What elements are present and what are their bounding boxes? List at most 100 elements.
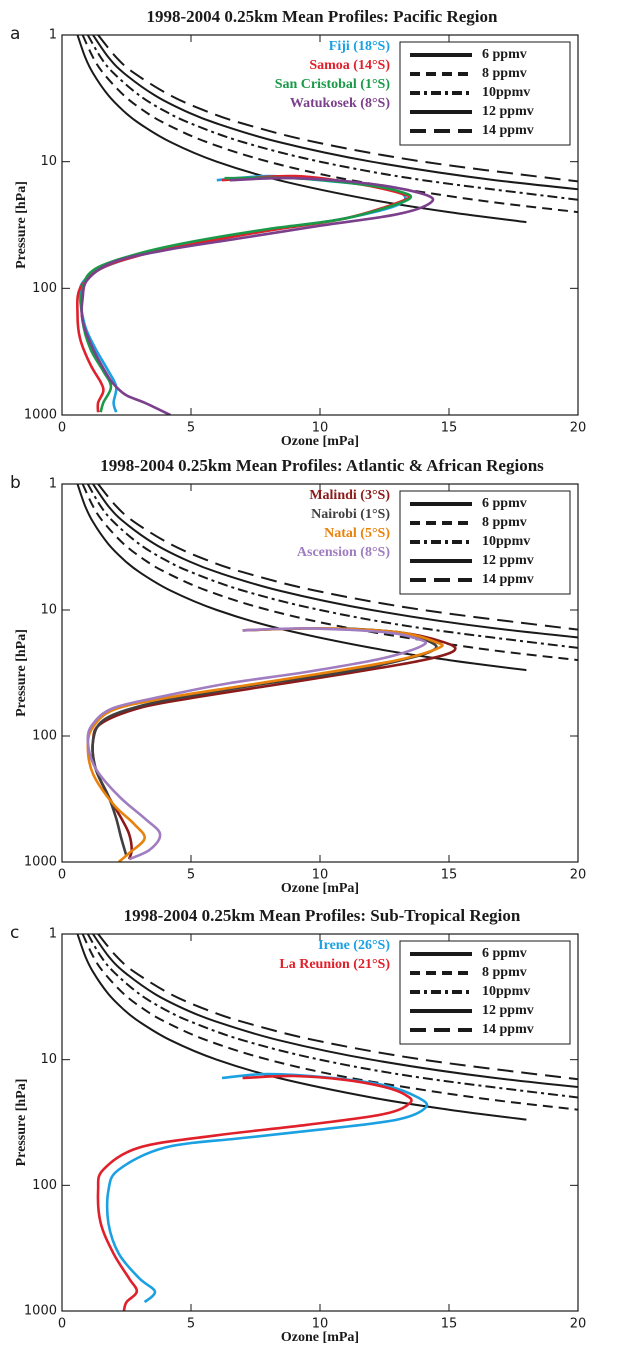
y-tick-label: 100 xyxy=(32,1178,57,1193)
legend-label: Watukosek (8°S) xyxy=(290,96,390,111)
legend-label: Fiji (18°S) xyxy=(329,39,391,54)
y-tick-label: 1 xyxy=(49,28,57,43)
profile-line xyxy=(105,1072,429,1304)
isopleth-line xyxy=(76,484,527,672)
isopleth-line xyxy=(97,934,578,1081)
isopleth-line xyxy=(86,934,578,1099)
panel-label: c xyxy=(10,923,19,943)
legend-label: Samoa (14°S) xyxy=(309,58,390,73)
chart-panel: 1998-2004 0.25km Mean Profiles: Pacific … xyxy=(10,7,587,449)
profile-line xyxy=(86,627,444,862)
panel-label: b xyxy=(10,473,21,493)
legend-label: San Cristobal (1°S) xyxy=(275,77,391,92)
legend-box xyxy=(399,940,571,1045)
isopleth-line xyxy=(97,35,578,183)
y-tick-label: 10 xyxy=(40,154,57,169)
isopleth-line xyxy=(81,934,578,1111)
x-tick-label: 0 xyxy=(58,1317,66,1332)
y-tick-label: 1 xyxy=(49,927,57,942)
profile-line xyxy=(80,176,435,415)
legend-label: 10ppmv xyxy=(482,85,530,100)
x-tick-label: 15 xyxy=(441,1317,458,1332)
isopleth-line xyxy=(76,934,527,1121)
profile-line xyxy=(91,627,457,860)
plot-frame xyxy=(61,34,579,416)
isopleth-line xyxy=(81,484,578,662)
y-axis-label: Pressure [hPa] xyxy=(14,629,29,717)
plot-frame xyxy=(61,933,579,1312)
profile-line xyxy=(86,627,428,861)
profile-line xyxy=(78,174,407,413)
profile-line xyxy=(91,627,438,857)
isopleth-line xyxy=(92,484,578,639)
profile-line xyxy=(75,174,412,413)
isopleth-line xyxy=(81,35,578,214)
legend-label: 14 ppmv xyxy=(482,123,534,138)
x-tick-label: 5 xyxy=(187,421,195,436)
y-tick-label: 1000 xyxy=(24,855,57,870)
legend-label: Natal (5°S) xyxy=(324,526,390,541)
y-tick-label: 100 xyxy=(32,281,57,296)
legend-label: 14 ppmv xyxy=(482,1022,534,1037)
legend-label: 14 ppmv xyxy=(482,572,534,587)
legend-label: 8 ppmv xyxy=(482,965,527,980)
x-tick-label: 20 xyxy=(570,1317,587,1332)
panel-label: a xyxy=(10,24,20,44)
x-tick-label: 15 xyxy=(441,868,458,883)
chart-title: 1998-2004 0.25km Mean Profiles: Sub-Trop… xyxy=(124,906,521,925)
legend-label: 6 ppmv xyxy=(482,496,527,511)
y-tick-label: 10 xyxy=(40,1052,57,1067)
plot-area xyxy=(75,35,578,415)
x-tick-label: 20 xyxy=(570,421,587,436)
isopleth-line xyxy=(76,35,527,224)
legend-box xyxy=(399,41,571,146)
profile-line xyxy=(80,176,413,413)
legend-label: 8 ppmv xyxy=(482,515,527,530)
isopleth-line xyxy=(92,35,578,191)
y-tick-label: 1000 xyxy=(24,1304,57,1319)
profile-line xyxy=(96,1074,413,1311)
isopleth-line xyxy=(86,484,578,649)
legend-label: 6 ppmv xyxy=(482,47,527,62)
x-tick-label: 20 xyxy=(570,868,587,883)
legend-box xyxy=(399,490,571,595)
chart-title: 1998-2004 0.25km Mean Profiles: Atlantic… xyxy=(100,456,544,475)
y-tick-label: 1 xyxy=(49,477,57,492)
chart-title: 1998-2004 0.25km Mean Profiles: Pacific … xyxy=(147,7,499,26)
y-axis-label: Pressure [hPa] xyxy=(14,1079,29,1167)
x-tick-label: 10 xyxy=(312,421,329,436)
chart-panel: 1998-2004 0.25km Mean Profiles: Atlantic… xyxy=(10,456,587,896)
legend-label: Irene (26°S) xyxy=(318,938,390,953)
legend-label: Nairobi (1°S) xyxy=(311,507,390,522)
chart-panel: 1998-2004 0.25km Mean Profiles: Sub-Trop… xyxy=(10,906,587,1345)
x-tick-label: 0 xyxy=(58,868,66,883)
y-tick-label: 10 xyxy=(40,603,57,618)
y-tick-label: 100 xyxy=(32,729,57,744)
x-tick-label: 15 xyxy=(441,421,458,436)
legend-label: 12 ppmv xyxy=(482,1003,534,1018)
legend-label: Ascension (8°S) xyxy=(297,545,390,560)
x-axis-label: Ozone [mPa] xyxy=(281,1330,359,1345)
legend-label: 6 ppmv xyxy=(482,946,527,961)
x-tick-label: 10 xyxy=(312,868,329,883)
legend-label: 8 ppmv xyxy=(482,66,527,81)
y-axis-label: Pressure [hPa] xyxy=(14,181,29,269)
x-tick-label: 5 xyxy=(187,1317,195,1332)
isopleth-line xyxy=(97,484,578,631)
x-tick-label: 5 xyxy=(187,868,195,883)
x-axis-label: Ozone [mPa] xyxy=(281,881,359,896)
legend-label: La Reunion (21°S) xyxy=(279,957,390,972)
x-tick-label: 0 xyxy=(58,421,66,436)
legend-label: 10ppmv xyxy=(482,984,530,999)
isopleth-line xyxy=(92,934,578,1089)
isopleth-line xyxy=(86,35,578,201)
x-tick-label: 10 xyxy=(312,1317,329,1332)
plot-area xyxy=(76,934,578,1311)
plot-frame xyxy=(61,483,579,863)
y-tick-label: 1000 xyxy=(24,408,57,423)
legend-label: 12 ppmv xyxy=(482,553,534,568)
x-axis-label: Ozone [mPa] xyxy=(281,434,359,449)
legend-label: 10ppmv xyxy=(482,534,530,549)
